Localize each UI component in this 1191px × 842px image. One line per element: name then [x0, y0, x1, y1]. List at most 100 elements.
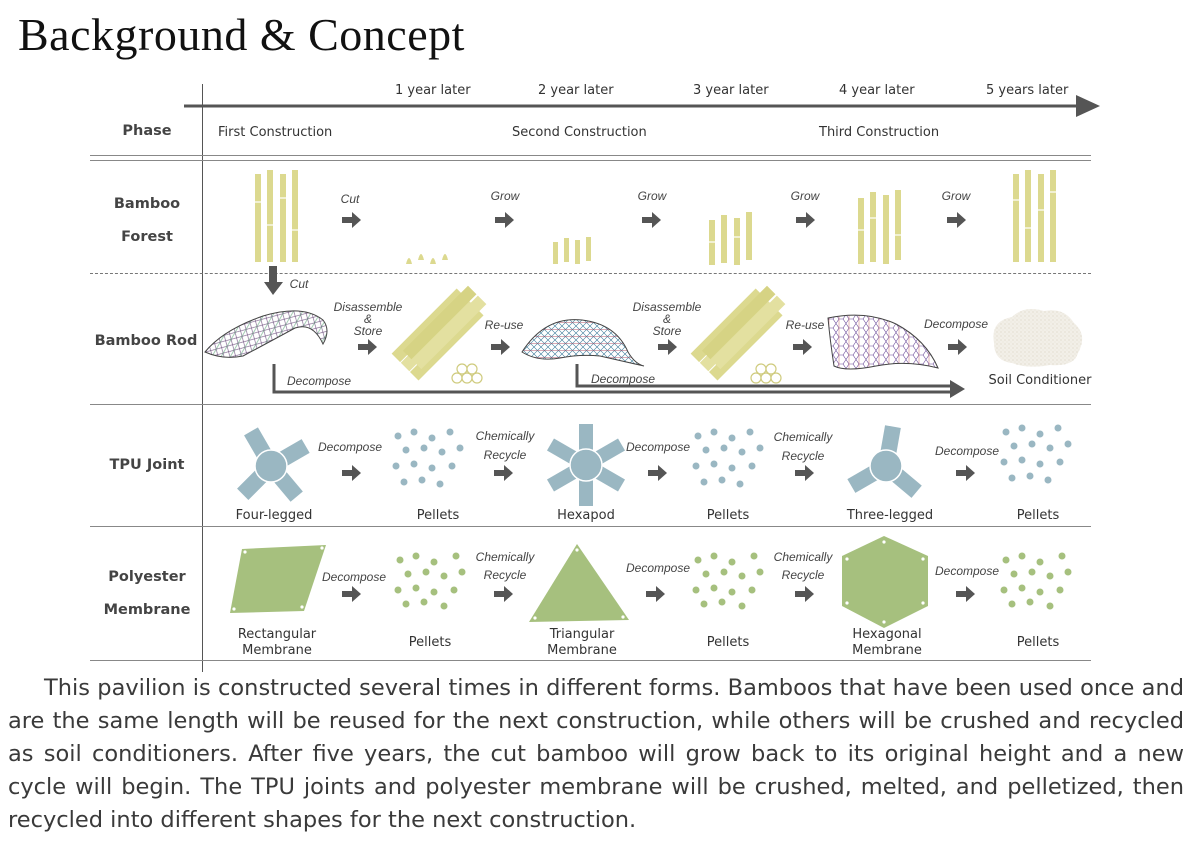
bamboo-bundle-2 — [690, 285, 786, 384]
membrane-action-5: Decompose — [934, 564, 1000, 578]
header-divider-1 — [90, 155, 1091, 156]
rod-action-3-line2: & — [662, 312, 671, 326]
arrow-right-icon — [795, 465, 814, 481]
tpu-action-4-line1: Chemically — [773, 430, 833, 444]
membrane-action-1: Decompose — [321, 570, 387, 584]
bamboo-bundle-1 — [391, 285, 487, 384]
forest-rod-dashed-divider — [90, 273, 1091, 274]
timeline-arrow — [184, 95, 1100, 117]
membrane-action-3: Decompose — [625, 561, 691, 575]
membrane-pellets-1 — [394, 552, 466, 610]
tpu-hexapod-joint — [546, 424, 626, 506]
year-label-1: 1 year later — [395, 83, 471, 98]
arrow-right-icon — [646, 586, 665, 602]
arrow-right-icon — [495, 212, 514, 228]
decompose-flow-line — [272, 364, 965, 398]
bamboo-medium — [709, 212, 752, 265]
arrow-right-icon — [342, 586, 361, 602]
arrow-right-icon — [947, 212, 966, 228]
tpu-membrane-divider — [90, 526, 1091, 527]
bamboo-short — [553, 237, 591, 264]
row-label-divider — [202, 84, 203, 672]
bamboo-forest-label-line1: Bamboo — [113, 196, 181, 212]
membrane-label-line1: Polyester — [108, 569, 186, 585]
arrow-right-icon — [342, 465, 361, 481]
arrow-right-icon — [956, 586, 975, 602]
membrane-pellets-3 — [1000, 552, 1072, 610]
arrow-right-icon — [795, 586, 814, 602]
phase-third: Third Construction — [819, 125, 940, 140]
pavilion-form-3 — [827, 314, 939, 370]
tpu-action-2-line1: Chemically — [475, 429, 535, 443]
bamboo-tall-end — [1013, 170, 1056, 262]
arrow-right-icon — [658, 339, 677, 355]
bamboo-rod-label: Bamboo Rod — [94, 333, 198, 349]
bamboo-sprouts — [406, 254, 448, 264]
tpu-item-label-3: Hexapod — [557, 508, 615, 523]
bamboo-tall-4yr — [858, 190, 901, 264]
tpu-action-5: Decompose — [934, 444, 1000, 458]
forest-action-grow-1: Grow — [490, 189, 520, 203]
arrow-right-icon — [956, 465, 975, 481]
membrane-item-5-line1: Hexagonal — [852, 627, 922, 642]
membrane-item-3-line1: Triangular — [549, 627, 615, 642]
rod-action-1-line3: Store — [353, 324, 383, 338]
soil-conditioner-pile — [993, 309, 1083, 367]
pavilion-form-1 — [204, 310, 328, 358]
tpu-action-2-line2: Recycle — [483, 448, 527, 462]
phase-first: First Construction — [218, 125, 333, 140]
bamboo-forest-label-line2: Forest — [121, 229, 173, 245]
tpu-item-label-6: Pellets — [1016, 508, 1060, 523]
arrow-right-icon — [948, 339, 967, 355]
membrane-rectangular — [230, 545, 326, 613]
bamboo-tall-start — [255, 170, 298, 262]
soil-conditioner-label: Soil Conditioner — [988, 373, 1092, 388]
pavilion-form-2 — [521, 319, 645, 367]
arrow-right-icon — [494, 465, 513, 481]
phase-row-label: Phase — [122, 123, 172, 139]
arrow-down-icon — [264, 266, 283, 295]
tpu-pellets-3 — [1000, 424, 1072, 484]
membrane-triangular — [529, 544, 629, 622]
arrow-right-icon — [491, 339, 510, 355]
phase-second: Second Construction — [512, 125, 647, 140]
tpu-item-label-1: Four-legged — [235, 508, 313, 523]
rod-action-1-line1: Disassemble — [333, 300, 403, 314]
membrane-action-4-line1: Chemically — [773, 550, 833, 564]
forest-down-action-cut: Cut — [289, 277, 309, 291]
forest-action-grow-4: Grow — [941, 189, 971, 203]
tpu-action-1: Decompose — [317, 440, 383, 454]
membrane-item-6: Pellets — [1016, 635, 1060, 650]
year-label-3: 3 year later — [693, 83, 769, 98]
rod-tpu-divider — [90, 404, 1091, 405]
page-title: Background & Concept — [18, 9, 465, 60]
membrane-label-line2: Membrane — [103, 602, 191, 618]
tpu-four-legged-joint — [237, 427, 310, 502]
rod-action-1-line2: & — [363, 312, 372, 326]
arrow-right-icon — [494, 586, 513, 602]
forest-action-cut: Cut — [340, 192, 360, 206]
membrane-hexagonal — [842, 536, 928, 628]
membrane-item-3-line2: Membrane — [547, 643, 617, 658]
forest-action-grow-2: Grow — [637, 189, 667, 203]
tpu-joint-label: TPU Joint — [109, 457, 185, 473]
year-label-2: 2 year later — [538, 83, 614, 98]
membrane-pellets-2 — [692, 552, 764, 610]
membrane-action-4-line2: Recycle — [781, 568, 825, 582]
tpu-pellets-2 — [692, 428, 764, 488]
tpu-item-label-5: Three-legged — [846, 508, 934, 523]
year-label-5: 5 years later — [986, 83, 1069, 98]
rod-action-5: Decompose — [923, 317, 989, 331]
rod-action-3-line1: Disassemble — [632, 300, 702, 314]
membrane-item-4: Pellets — [706, 635, 750, 650]
tpu-item-label-4: Pellets — [706, 508, 750, 523]
rod-decompose-label-2: Decompose — [590, 372, 656, 386]
arrow-right-icon — [358, 339, 377, 355]
membrane-item-2: Pellets — [408, 635, 452, 650]
membrane-action-2-line1: Chemically — [475, 550, 535, 564]
membrane-item-5-line2: Membrane — [852, 643, 922, 658]
arrow-right-icon — [793, 339, 812, 355]
rod-action-4: Re-use — [785, 318, 825, 332]
arrow-right-icon — [642, 212, 661, 228]
